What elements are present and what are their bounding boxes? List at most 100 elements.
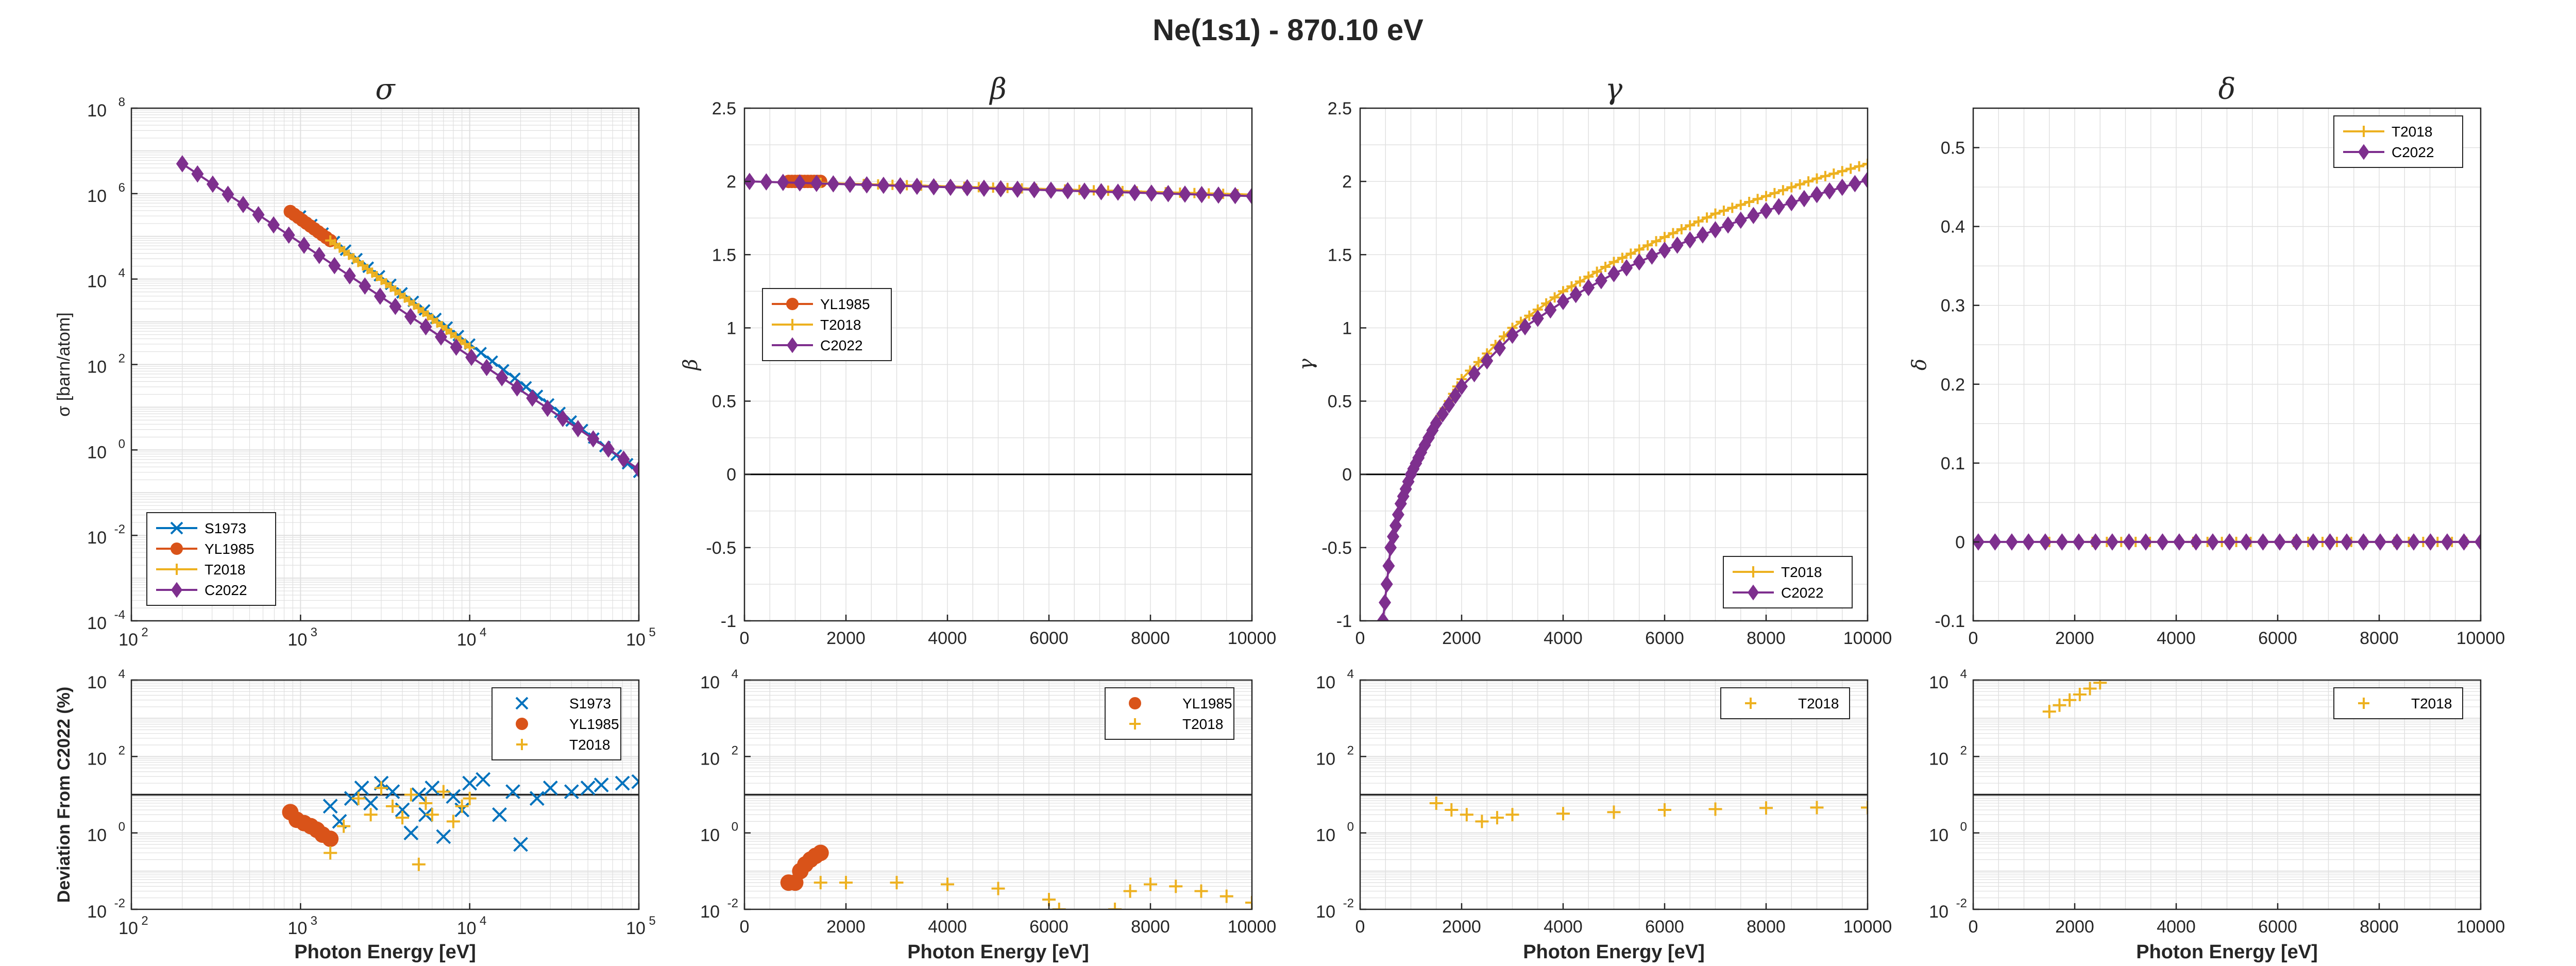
- data-point: [2063, 693, 2077, 707]
- data-point: [1524, 310, 1535, 321]
- data-point: [944, 178, 957, 196]
- y-tick-label: 10: [1929, 826, 1948, 845]
- data-point: [1684, 231, 1697, 249]
- data-point: [1671, 236, 1684, 254]
- series-T2018: [2042, 680, 2107, 719]
- data-point: [1429, 796, 1443, 810]
- y-tick-label: 10: [87, 187, 107, 206]
- data-point: [455, 799, 469, 813]
- data-point: [2022, 533, 2035, 551]
- data-point: [252, 206, 265, 224]
- data-point: [2458, 533, 2470, 551]
- data-point: [1436, 405, 1449, 423]
- legend-label: YL1985: [205, 541, 255, 557]
- data-point: [359, 277, 371, 295]
- data-point: [529, 791, 545, 806]
- x-tick-label: 6000: [1029, 629, 1069, 648]
- legend: YL1985 T2018 C2022: [762, 288, 892, 361]
- legend-label: T2018: [1182, 716, 1223, 732]
- y-tick-exponent: 2: [1347, 743, 1354, 757]
- x-tick-label: 0: [1355, 629, 1365, 648]
- data-point: [1722, 216, 1735, 234]
- data-point: [556, 410, 569, 428]
- panel-dev-gamma: 0 2000 4000 6000 8000 10000 10 -2 10 0 10 2 10 4 Photo…: [1316, 667, 1892, 963]
- series-T2018: [1429, 796, 1868, 828]
- y-tick-label: 10: [1929, 673, 1948, 692]
- data-point: [776, 174, 789, 191]
- y-tick-label: 10: [1316, 673, 1335, 692]
- data-point: [505, 784, 520, 800]
- data-point: [2290, 533, 2303, 551]
- x-tick-label: 0: [740, 629, 750, 648]
- legend-label: T2018: [1798, 696, 1839, 711]
- axes-box: [130, 679, 640, 910]
- y-tick-label: 10: [87, 614, 107, 633]
- data-point: [324, 846, 337, 860]
- data-point: [354, 781, 369, 795]
- data-point: [2358, 126, 2369, 137]
- data-point: [2106, 533, 2119, 551]
- data-point: [513, 837, 528, 852]
- legend-label: C2022: [2392, 144, 2434, 160]
- legend-label: YL1985: [569, 716, 619, 732]
- y-tick-exponent: 4: [118, 667, 125, 681]
- data-point: [1128, 184, 1141, 201]
- data-point: [425, 808, 439, 822]
- data-point: [1748, 566, 1759, 578]
- data-point: [2324, 533, 2336, 551]
- data-point: [516, 739, 528, 750]
- data-point: [446, 815, 460, 828]
- data-point: [1245, 895, 1252, 909]
- data-point: [2005, 533, 2018, 551]
- data-point: [564, 784, 579, 800]
- data-point: [236, 196, 249, 213]
- x-tick-label: 10: [626, 919, 646, 938]
- data-point: [2053, 698, 2066, 712]
- data-point: [313, 247, 326, 264]
- data-point: [1747, 207, 1760, 225]
- data-point: [170, 521, 183, 535]
- plot-area: [2042, 680, 2107, 719]
- x-axis-label: Photon Energy [eV]: [294, 941, 476, 963]
- x-tick-label: 10000: [1228, 629, 1277, 648]
- data-point: [1735, 199, 1746, 210]
- data-point: [1752, 194, 1763, 205]
- data-point: [412, 857, 426, 871]
- data-point: [322, 831, 339, 848]
- x-tick-label: 2000: [2055, 917, 2094, 937]
- data-point: [1229, 187, 1242, 205]
- y-tick-label: 10: [1929, 902, 1948, 922]
- data-point: [2123, 533, 2136, 551]
- x-tick-label: 10: [118, 630, 138, 650]
- y-tick-label: 10: [87, 749, 107, 769]
- y-tick-label: 0.5: [1328, 392, 1352, 412]
- x-tick-label: 6000: [2258, 629, 2297, 648]
- x-tick-label: 10: [457, 919, 477, 938]
- data-point: [1178, 185, 1191, 203]
- y-tick-exponent: 4: [1960, 667, 1967, 681]
- data-point: [991, 882, 1005, 895]
- y-tick-exponent: 0: [1347, 820, 1354, 834]
- data-point: [1685, 220, 1696, 231]
- data-point: [810, 175, 823, 192]
- series-YL1985: [282, 804, 339, 848]
- data-point: [389, 297, 402, 315]
- data-point: [1607, 805, 1621, 819]
- data-point: [2039, 533, 2052, 551]
- data-point: [1212, 186, 1225, 204]
- plot-area: [282, 772, 639, 871]
- data-point: [2083, 682, 2097, 696]
- data-point: [1557, 293, 1569, 311]
- panel-title: σ: [375, 73, 396, 106]
- series-YL1985: [780, 844, 829, 891]
- data-point: [1129, 697, 1141, 709]
- axes-box: [743, 679, 1253, 910]
- legend: YL1985 T2018: [1105, 687, 1234, 740]
- x-tick-exponent: 4: [480, 625, 486, 639]
- data-point: [1549, 292, 1560, 303]
- data-point: [1095, 183, 1108, 200]
- data-point: [1582, 279, 1595, 297]
- data-point: [1989, 533, 2002, 551]
- y-tick-label: 10: [87, 673, 107, 692]
- data-point: [617, 450, 630, 468]
